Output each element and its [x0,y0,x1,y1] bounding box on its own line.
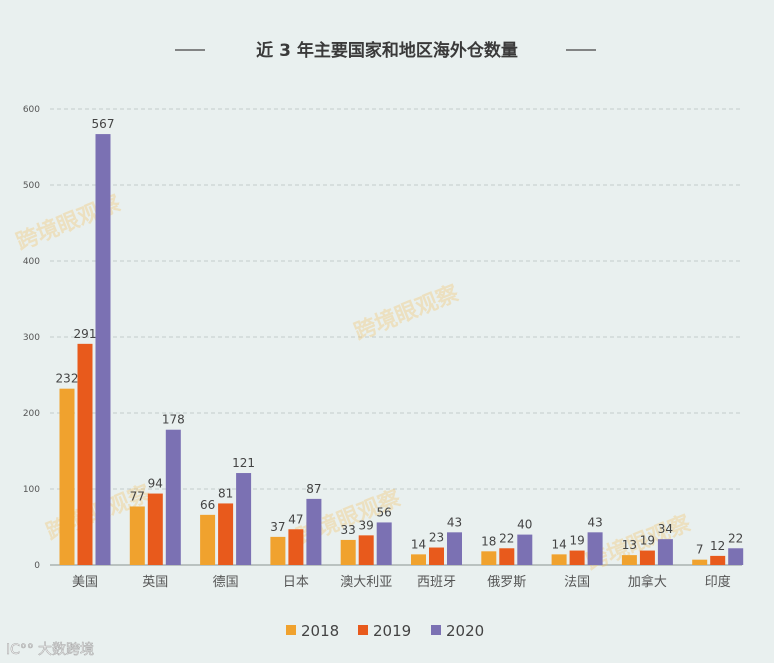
chart-title: 近 3 年主要国家和地区海外仓数量 [256,40,518,61]
bar-2019 [288,529,304,565]
data-label: 178 [162,413,185,427]
bar-2020 [657,539,673,565]
x-category-label: 加拿大 [628,574,667,590]
data-label: 22 [728,531,743,545]
bar-2020 [587,532,603,565]
data-label: 14 [411,537,426,551]
bar-2019 [77,343,93,565]
x-category-label: 美国 [72,575,98,590]
bar-2018 [411,554,426,565]
y-tick-label: 600 [23,105,40,115]
data-label: 56 [377,505,392,519]
bar-2019 [710,555,726,565]
data-label: 7 [696,543,704,557]
bar-2018 [621,555,637,565]
bar-2020 [517,534,533,565]
x-category-label: 印度 [705,574,731,590]
bar-2020 [447,532,462,565]
data-label: 18 [481,534,496,548]
legend-label: 2019 [373,622,411,640]
data-label: 34 [658,522,673,536]
legend-swatch-2019 [358,625,368,635]
x-category-label: 法国 [564,575,590,590]
data-label: 40 [517,518,532,532]
bar-2019 [639,550,655,565]
bar-2020 [165,429,181,565]
x-category-label: 英国 [142,575,168,590]
bar-2018 [340,539,356,565]
y-tick-label: 200 [23,409,40,419]
y-tick-label: 0 [34,561,40,571]
logo-text: 大数跨境 [38,642,94,658]
data-label: 12 [710,539,725,553]
x-category-label: 西班牙 [417,575,456,590]
x-category-label: 俄罗斯 [487,575,526,590]
legend-label: 2020 [446,622,484,640]
bar-2019 [218,503,234,565]
data-label: 567 [92,117,115,131]
data-label: 66 [200,498,215,512]
y-tick-label: 300 [23,333,40,343]
data-label: 22 [499,531,514,545]
y-tick-label: 100 [23,485,40,495]
data-label: 232 [56,372,79,386]
x-category-label: 德国 [213,575,239,590]
bar-2020 [236,473,252,565]
data-label: 77 [130,489,145,503]
data-label: 47 [288,512,303,526]
data-label: 37 [270,520,285,534]
data-label: 33 [341,523,356,537]
data-label: 87 [306,482,321,496]
data-label: 39 [359,518,374,532]
data-label: 19 [640,534,655,548]
data-label: 19 [569,534,584,548]
bar-2019 [147,493,163,565]
legend-swatch-2018 [286,625,296,635]
bar-2020 [376,522,392,565]
data-label: 43 [447,515,462,529]
data-label: 14 [551,537,566,551]
bar-2019 [499,548,515,565]
bar-2018 [200,514,216,565]
logo-mark: IC°° [6,642,34,658]
data-label: 121 [232,456,255,470]
bar-2018 [481,551,497,565]
bar-2018 [270,536,286,565]
data-label: 291 [74,327,97,341]
bar-2019 [358,535,374,565]
y-tick-label: 500 [23,181,40,191]
bar-2020 [306,498,322,565]
data-label: 94 [148,477,163,491]
x-category-label: 澳大利亚 [340,574,392,590]
data-label: 13 [622,538,637,552]
x-category-label: 日本 [283,575,309,590]
bar-2019 [569,550,585,565]
data-label: 43 [587,515,602,529]
y-tick-label: 400 [23,257,40,267]
bar-2018 [551,554,567,565]
legend-label: 2018 [301,622,339,640]
bar-2018 [692,559,708,565]
legend-swatch-2020 [431,625,441,635]
bar-2020 [728,548,744,565]
bar-2018 [59,388,75,565]
bar-2019 [429,547,444,565]
watermark: 跨境眼观察 [351,280,464,346]
data-label: 23 [429,531,444,545]
bar-2018 [129,506,145,565]
bar-2020 [95,134,111,565]
data-label: 81 [218,486,233,500]
